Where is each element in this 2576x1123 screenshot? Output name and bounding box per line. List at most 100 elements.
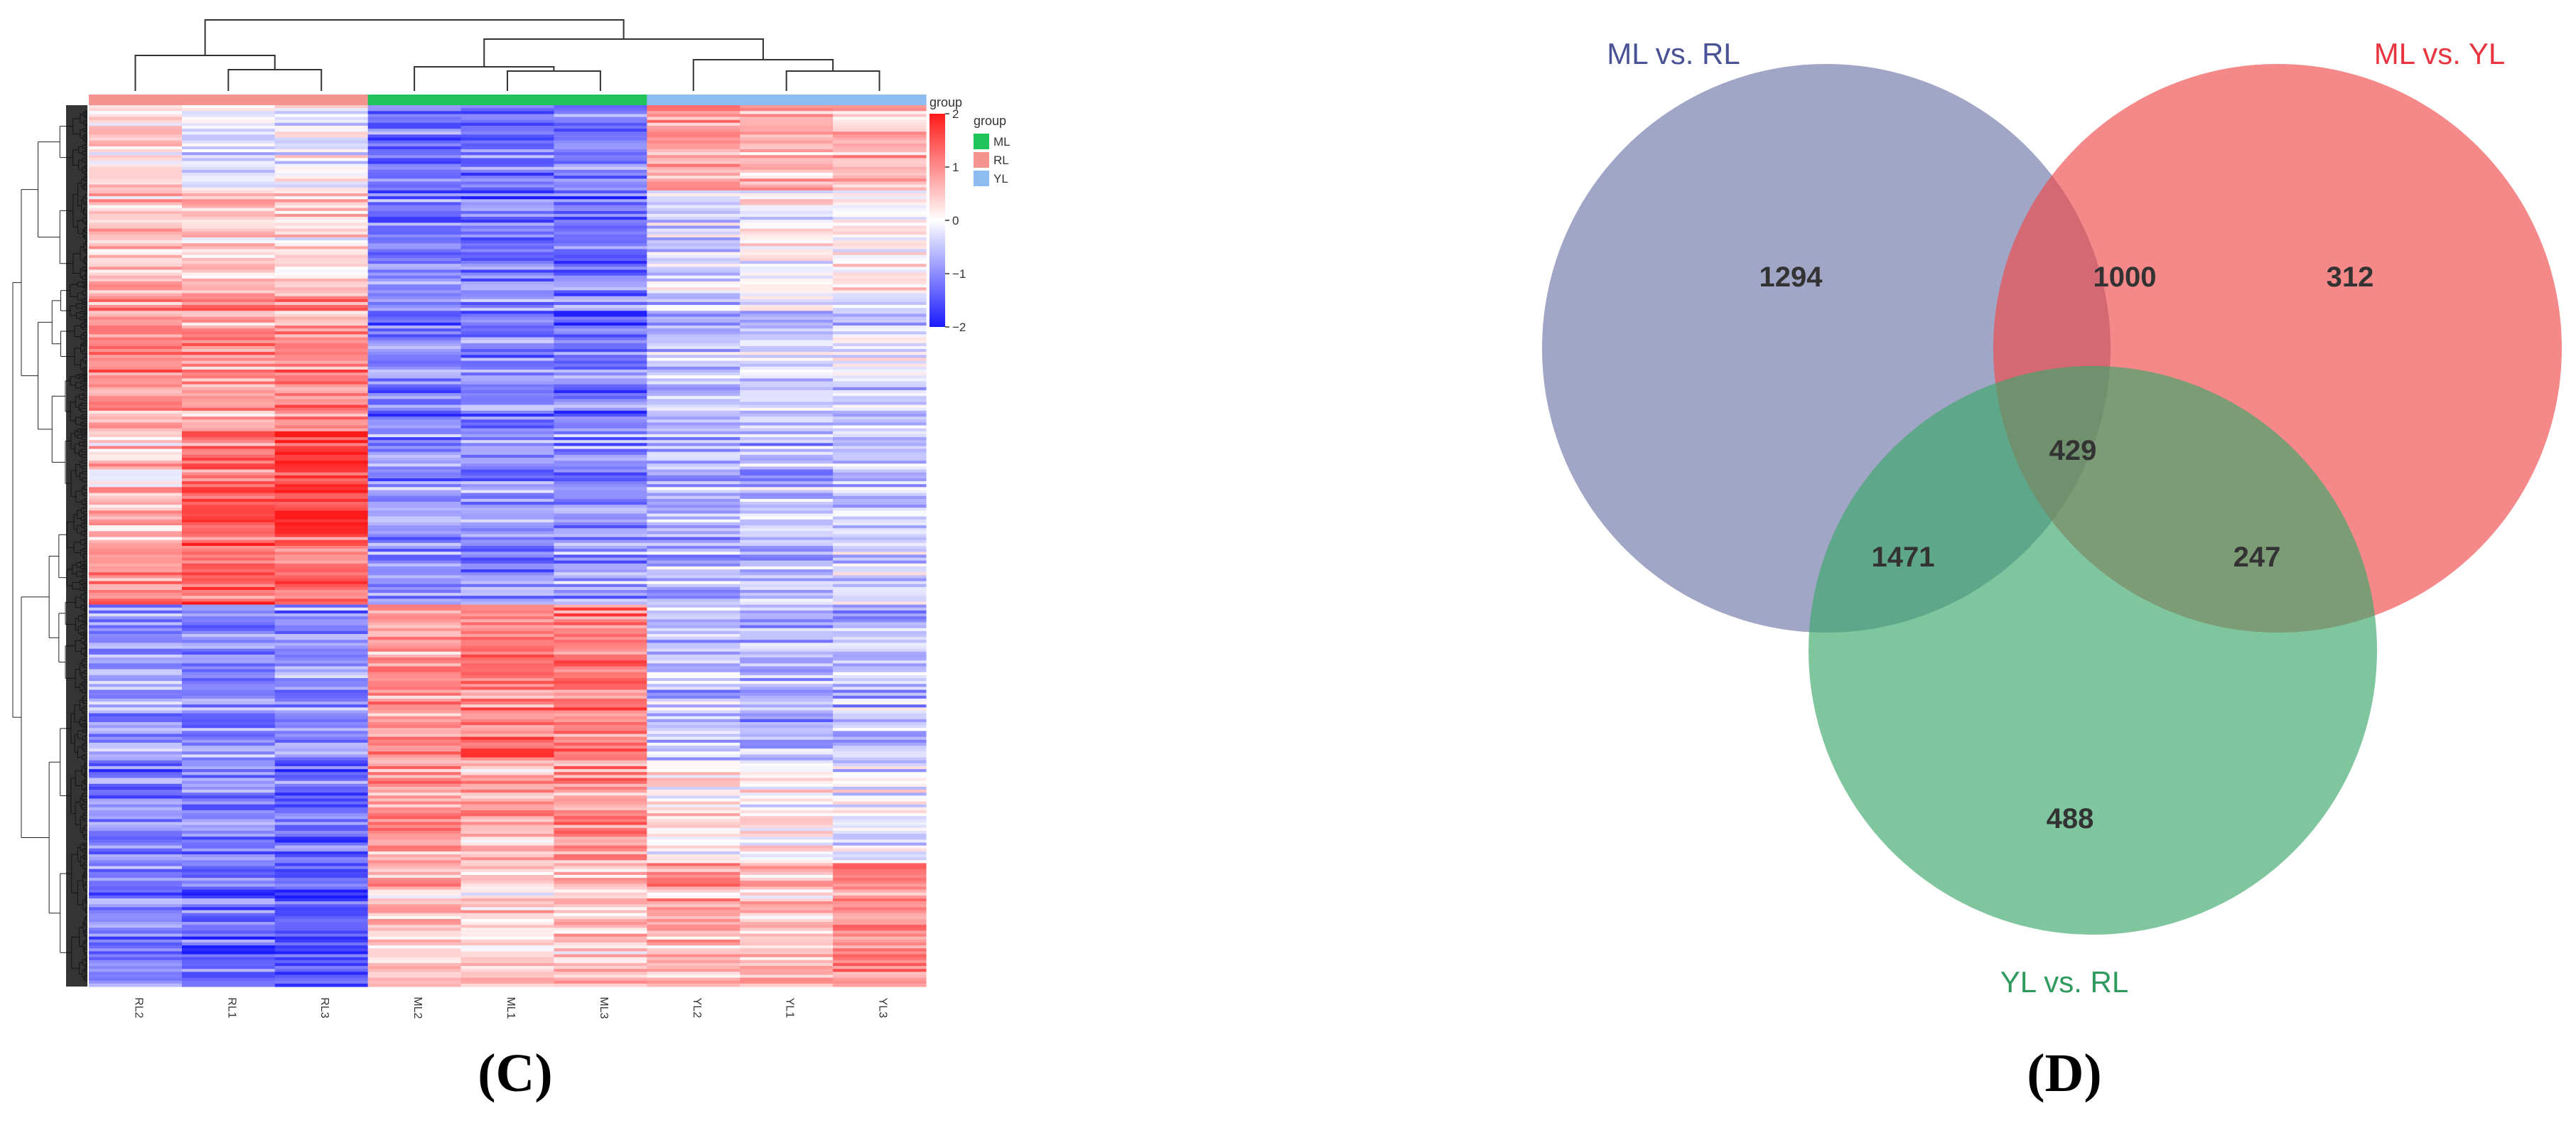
heatmap-cell bbox=[647, 692, 740, 697]
heatmap-cell bbox=[89, 778, 183, 782]
heatmap-cell bbox=[554, 698, 647, 702]
heatmap-cell bbox=[274, 534, 369, 538]
heatmap-cell bbox=[833, 240, 927, 244]
heatmap-cell bbox=[274, 824, 369, 829]
heatmap-cell bbox=[460, 731, 555, 735]
heatmap-cell bbox=[740, 707, 834, 711]
heatmap-cell bbox=[367, 225, 462, 230]
heatmap-cell bbox=[367, 578, 462, 582]
heatmap-cell bbox=[181, 290, 276, 294]
heatmap-cell bbox=[367, 948, 462, 952]
heatmap-cell bbox=[740, 819, 834, 823]
heatmap-cell bbox=[367, 358, 462, 362]
heatmap-cell bbox=[274, 345, 369, 350]
heatmap-cell bbox=[367, 246, 462, 250]
heatmap-cell bbox=[833, 173, 927, 176]
heatmap-cell bbox=[554, 417, 647, 420]
heatmap-cell bbox=[647, 340, 740, 344]
heatmap-cell bbox=[740, 161, 834, 165]
heatmap-cell bbox=[367, 678, 462, 682]
heatmap-cell bbox=[181, 446, 276, 450]
heatmap-cell bbox=[833, 936, 927, 940]
heatmap-cell bbox=[460, 804, 555, 808]
colorbar-tick-label: −1 bbox=[952, 267, 966, 281]
heatmap-cell bbox=[460, 822, 555, 826]
heatmap-cell bbox=[367, 824, 462, 829]
heatmap-cell bbox=[740, 630, 834, 635]
heatmap-cell bbox=[367, 231, 462, 235]
heatmap-cell bbox=[89, 857, 183, 861]
heatmap-cell bbox=[833, 760, 927, 764]
venn-count-mlyl-ylrl: 247 bbox=[2233, 542, 2281, 573]
heatmap-cell bbox=[460, 419, 555, 423]
heatmap-cell bbox=[833, 695, 927, 699]
heatmap-cell bbox=[89, 593, 183, 596]
heatmap-cell bbox=[367, 213, 462, 217]
heatmap-cell bbox=[833, 187, 927, 191]
heatmap-cell bbox=[647, 640, 740, 643]
heatmap-cell bbox=[460, 669, 555, 673]
heatmap-cell bbox=[367, 257, 462, 262]
heatmap-cell bbox=[367, 437, 462, 441]
heatmap-cell bbox=[740, 748, 834, 752]
heatmap-cell bbox=[89, 531, 183, 535]
heatmap-cell bbox=[274, 692, 369, 697]
heatmap-cell bbox=[367, 305, 462, 308]
heatmap-cell bbox=[833, 431, 927, 435]
heatmap-cell bbox=[554, 834, 647, 837]
heatmap-cell bbox=[274, 845, 369, 849]
heatmap-cell bbox=[833, 801, 927, 805]
heatmap-cell bbox=[554, 578, 647, 582]
heatmap-cell bbox=[647, 827, 740, 832]
heatmap-cell bbox=[89, 878, 183, 881]
heatmap-cell bbox=[740, 598, 834, 603]
dendrogram-leaf-comb bbox=[66, 105, 87, 987]
heatmap-cell bbox=[460, 801, 555, 805]
heatmap-cell bbox=[89, 869, 183, 873]
heatmap-cell bbox=[740, 425, 834, 429]
heatmap-cell bbox=[833, 596, 927, 599]
heatmap-cell bbox=[181, 217, 276, 220]
heatmap-cell bbox=[89, 334, 183, 338]
heatmap-cell bbox=[367, 531, 462, 535]
heatmap-cell bbox=[554, 860, 647, 864]
heatmap-cell bbox=[367, 334, 462, 338]
heatmap-cell bbox=[833, 510, 927, 515]
heatmap-cell bbox=[833, 739, 927, 743]
heatmap-cell bbox=[367, 490, 462, 494]
heatmap-cell bbox=[460, 146, 555, 150]
heatmap-cell bbox=[89, 296, 183, 300]
heatmap-cell bbox=[647, 695, 740, 699]
heatmap-cell bbox=[647, 437, 740, 441]
heatmap-cell bbox=[554, 190, 647, 194]
heatmap-cell bbox=[554, 848, 647, 852]
heatmap-cell bbox=[460, 687, 555, 691]
heatmap-cell bbox=[181, 942, 276, 946]
heatmap-cell bbox=[833, 892, 927, 896]
heatmap-cell bbox=[554, 269, 647, 274]
heatmap-cell bbox=[181, 308, 276, 311]
heatmap-cell bbox=[89, 554, 183, 559]
heatmap-cell bbox=[554, 111, 647, 114]
heatmap-cell bbox=[833, 275, 927, 279]
heatmap-cell bbox=[833, 681, 927, 684]
heatmap-cell bbox=[647, 874, 740, 878]
heatmap-cell bbox=[89, 434, 183, 438]
heatmap-cell bbox=[89, 839, 183, 844]
heatmap-cell bbox=[647, 557, 740, 562]
heatmap-cell bbox=[833, 692, 927, 697]
heatmap-cell bbox=[89, 428, 183, 432]
heatmap-cell bbox=[274, 651, 369, 655]
heatmap-cell bbox=[460, 213, 555, 217]
heatmap-cell bbox=[833, 586, 927, 591]
heatmap-cell bbox=[833, 140, 927, 144]
heatmap-cell bbox=[833, 539, 927, 544]
heatmap-cell bbox=[89, 895, 183, 899]
heatmap-cell bbox=[740, 960, 834, 964]
heatmap-cell bbox=[89, 399, 183, 403]
heatmap-cell bbox=[89, 625, 183, 629]
heatmap-cell bbox=[89, 396, 183, 399]
heatmap-cell bbox=[647, 842, 740, 847]
heatmap-cell bbox=[647, 243, 740, 247]
heatmap-cell bbox=[554, 345, 647, 350]
